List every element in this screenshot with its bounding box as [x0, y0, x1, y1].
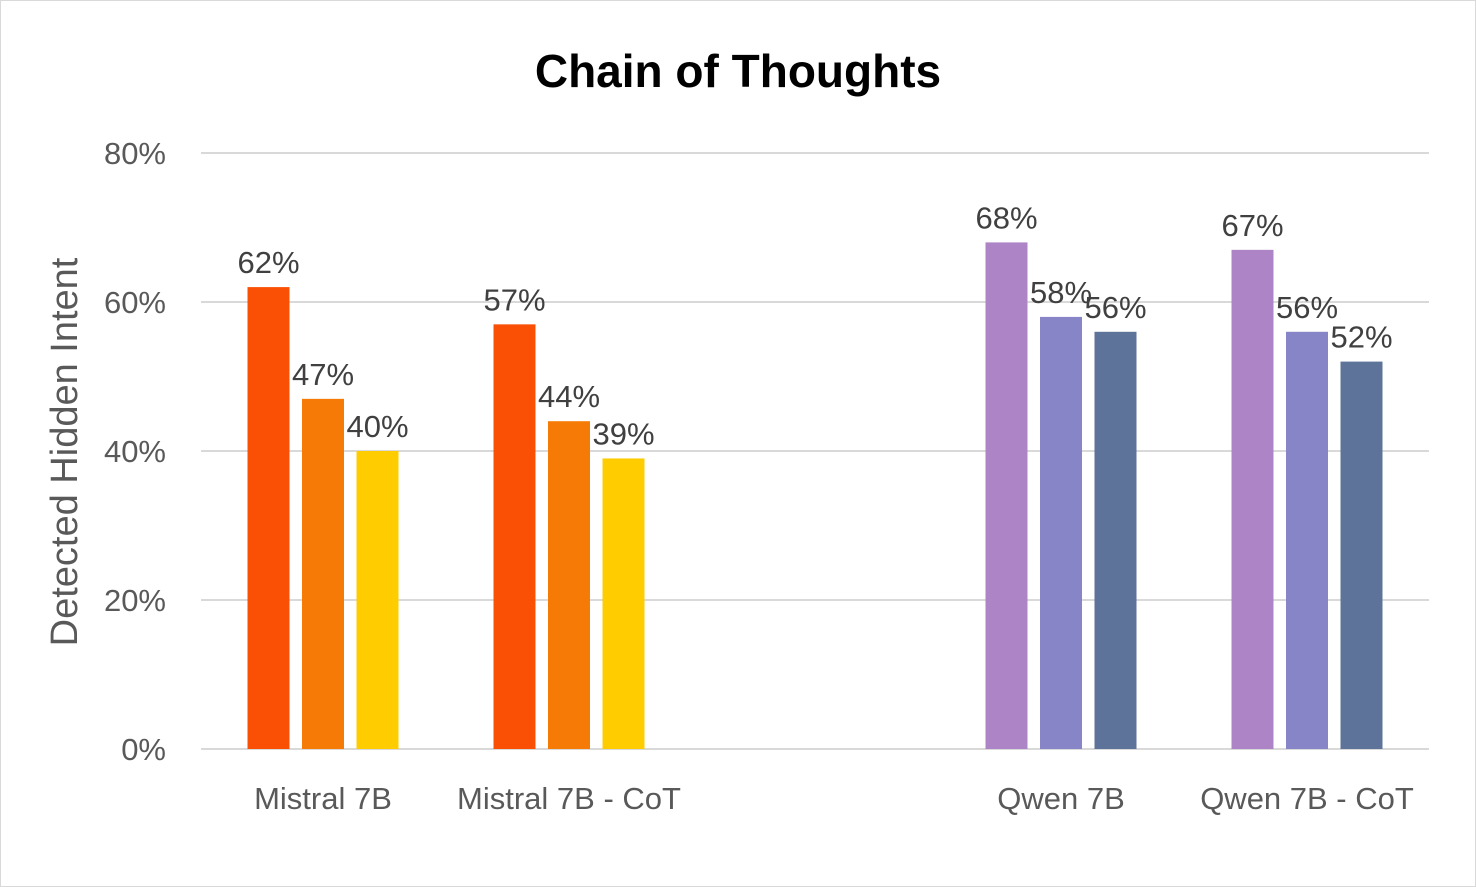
data-label: 62% [237, 245, 299, 280]
bar-mistral-7b-0 [247, 287, 290, 749]
bar-qwen-7b-0 [985, 242, 1028, 749]
bar-qwen-7b-2 [1094, 331, 1137, 749]
data-label: 68% [975, 200, 1037, 235]
bar-mistral-7b-cot-2 [602, 458, 645, 749]
data-label: 57% [483, 282, 545, 317]
y-tick-label: 80% [104, 136, 166, 171]
data-label: 40% [346, 409, 408, 444]
y-axis-label: Detected Hidden Intent [44, 257, 86, 646]
bar-mistral-7b-2 [356, 451, 399, 749]
gridlines [201, 152, 1429, 750]
data-label: 52% [1330, 320, 1392, 355]
data-label: 56% [1276, 290, 1338, 325]
y-tick-label: 40% [104, 434, 166, 469]
y-tick-label: 60% [104, 285, 166, 320]
x-category-label: Qwen 7B - CoT [1200, 781, 1414, 816]
bar-qwen-7b-cot-1 [1286, 331, 1328, 749]
bar-qwen-7b-1 [1040, 316, 1082, 749]
y-tick-label: 0% [121, 732, 166, 767]
bar-qwen-7b-cot-2 [1340, 361, 1383, 749]
x-category-label: Mistral 7B [254, 781, 392, 816]
x-category-label: Qwen 7B [997, 781, 1125, 816]
y-axis-ticks: 0% 20% 40% 60% 80% [104, 136, 166, 767]
bar-qwen-7b-cot-0 [1231, 249, 1274, 749]
bar-mistral-7b-cot-1 [548, 421, 590, 749]
x-axis-categories: Mistral 7B Mistral 7B - CoT Qwen 7B Qwen 7B… [254, 781, 1414, 816]
bar-mistral-7b-cot-0 [493, 324, 536, 749]
data-label: 56% [1084, 290, 1146, 325]
y-tick-label: 20% [104, 583, 166, 618]
x-category-label: Mistral 7B - CoT [457, 781, 681, 816]
data-label: 58% [1030, 275, 1092, 310]
data-label: 47% [292, 357, 354, 392]
bars [247, 242, 1383, 749]
data-labels: 62%47%40%57%44%39%68%58%56%67%56%52% [237, 200, 1392, 451]
data-label: 39% [592, 416, 654, 451]
bar-mistral-7b-1 [302, 398, 344, 749]
data-label: 44% [538, 379, 600, 414]
chart-title: Chain of Thoughts [535, 45, 941, 97]
data-label: 67% [1221, 208, 1283, 243]
